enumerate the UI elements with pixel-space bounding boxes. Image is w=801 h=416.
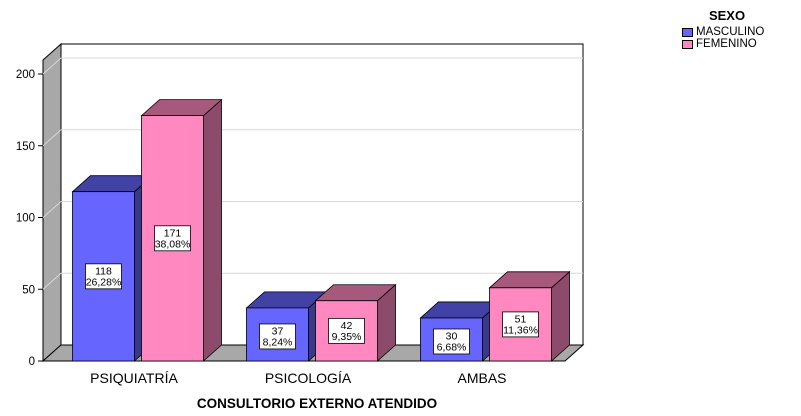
data-label-percent: 6,68% [437, 341, 467, 353]
y-tick-label: 200 [16, 69, 35, 81]
data-label-value: 30 [446, 330, 458, 342]
data-label-box [85, 263, 122, 290]
data-label-value: 37 [272, 325, 284, 337]
y-tick-label: 150 [16, 141, 35, 153]
legend-item-masculino: MASCULINO [682, 26, 792, 38]
data-label-box [433, 328, 470, 355]
x-tick-label: PSIQUIATRÍA [90, 370, 178, 386]
data-label-value: 42 [341, 320, 353, 332]
x-tick-label: AMBAS [457, 370, 506, 386]
data-label-box [328, 317, 365, 344]
legend-label-masculino: MASCULINO [696, 26, 765, 38]
y-tick-label: 0 [29, 356, 35, 368]
y-tick-label: 100 [16, 213, 35, 225]
legend-swatch-masculino [682, 27, 693, 37]
gridline-side [42, 201, 62, 218]
bar-side [203, 98, 222, 362]
gridline-side [42, 272, 62, 290]
x-tick-label: PSICOLOGÍA [265, 370, 352, 386]
legend-title: SEXO [708, 8, 746, 23]
legend-label-femenino: FEMENINO [696, 38, 757, 50]
gridline-side [42, 129, 62, 147]
legend-item-femenino: FEMENINO [682, 38, 792, 50]
data-label-percent: 38,08% [155, 238, 191, 250]
data-label-box [259, 323, 296, 350]
side-wall [42, 42, 62, 363]
y-tick-label: 50 [22, 284, 35, 296]
data-label-box [502, 311, 539, 338]
data-label-percent: 9,35% [332, 331, 362, 343]
gridline-side [42, 57, 62, 75]
data-label-percent: 8,24% [263, 336, 293, 348]
data-label-percent: 11,36% [503, 324, 538, 336]
legend: SEXO MASCULINO FEMENINO [682, 8, 792, 50]
data-label-value: 51 [515, 313, 527, 325]
data-label-box [154, 225, 191, 252]
data-label-value: 171 [164, 227, 182, 239]
data-label-percent: 26,28% [86, 276, 122, 288]
x-axis-title: CONSULTORIO EXTERNO ATENDIDO [196, 396, 438, 411]
legend-swatch-femenino [682, 39, 693, 49]
data-label-value: 118 [95, 265, 112, 277]
